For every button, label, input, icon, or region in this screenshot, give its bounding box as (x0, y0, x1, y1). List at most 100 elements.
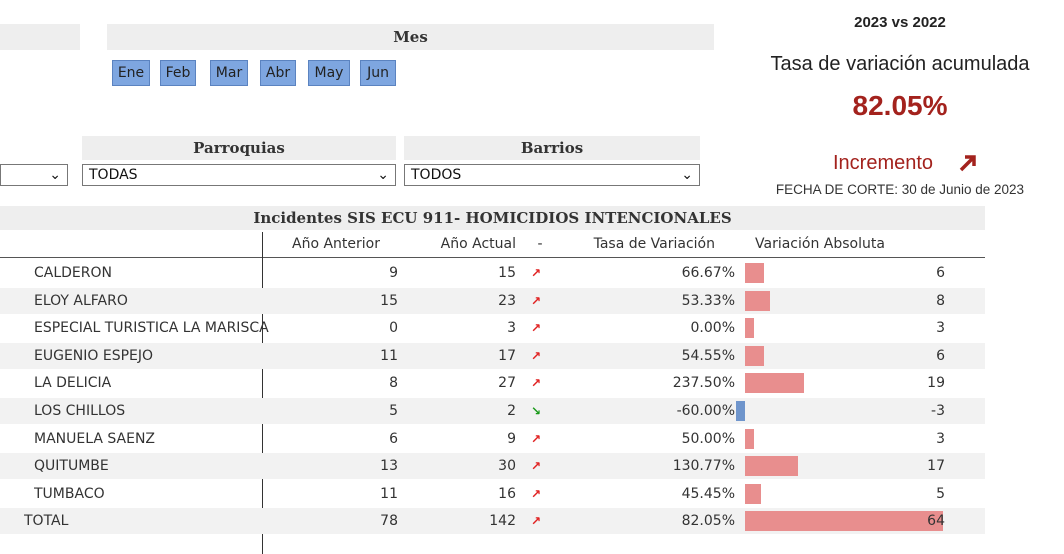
curr-value: 16 (498, 485, 516, 502)
curr-value: 142 (489, 513, 516, 530)
curr-value: 3 (507, 320, 516, 337)
rate-value: 66.67% (681, 265, 735, 281)
row-name: ESPECIAL TURISTICA LA MARISCAL (34, 320, 270, 337)
column-header: Año Actual (440, 236, 516, 252)
prev-value: 0 (389, 320, 398, 337)
abs-bar (745, 290, 770, 311)
prev-value: 9 (389, 265, 398, 281)
curr-value: 15 (498, 265, 516, 281)
row-name: TOTAL (24, 513, 69, 530)
row-bg (0, 342, 985, 369)
summary-value: 82.05% (852, 90, 948, 121)
trend-icon: ↗ (531, 266, 542, 280)
abs-value: 3 (936, 430, 945, 447)
curr-value: 23 (498, 292, 516, 309)
rate-value: 82.05% (681, 513, 735, 530)
row-name: EUGENIO ESPEJO (34, 347, 154, 364)
prev-value: 15 (380, 292, 398, 309)
cutoff-date: FECHA DE CORTE: 30 de Junio de 2023 (775, 182, 1025, 197)
table-title: Incidentes SIS ECU 911- HOMICIDIOS INTEN… (0, 206, 985, 230)
trend-icon: ↘ (531, 404, 542, 418)
abs-bar (745, 373, 804, 394)
row-bg (0, 453, 985, 480)
prev-value: 78 (380, 513, 398, 530)
curr-value: 17 (498, 347, 516, 364)
column-header: Año Anterior (292, 236, 380, 252)
trend-icon: ↗ (531, 486, 542, 501)
row-name: CALDERON (34, 265, 112, 281)
month-button[interactable]: May (308, 60, 350, 86)
month-button[interactable]: Jun (360, 60, 396, 86)
prev-value: 11 (380, 485, 398, 502)
rate-value: 237.50% (672, 375, 735, 392)
prev-value: 13 (380, 458, 398, 475)
row-name: QUITUMBE (34, 458, 109, 475)
column-header: Variación Absoluta (755, 236, 885, 252)
abs-bar (745, 456, 798, 477)
trend-icon: ↗ (531, 348, 542, 363)
row-bg (0, 398, 985, 424)
rate-value: 53.33% (681, 292, 735, 309)
abs-value: 3 (936, 320, 945, 337)
rate-value: 130.77% (672, 458, 735, 475)
abs-value: 17 (927, 458, 945, 475)
trend-icon: ↗ (531, 376, 542, 391)
comparison: 2023 vs 2022 (854, 14, 946, 31)
barrios-value: TODOS (411, 167, 462, 183)
prev-value: 11 (380, 347, 398, 364)
column-header: - (537, 236, 543, 252)
column-header: Tasa de Variación (593, 236, 715, 252)
abs-bar (745, 318, 755, 339)
filter-select[interactable]: ⌄ (0, 164, 68, 186)
curr-value: 2 (507, 403, 516, 419)
prev-value: 6 (389, 430, 398, 447)
filter-header (0, 24, 80, 50)
abs-bar (745, 263, 764, 283)
trend-icon: ↗ (531, 321, 542, 336)
abs-value: 6 (936, 265, 945, 281)
trend-icon: ↗ (531, 459, 542, 474)
row-name: LA DELICIA (34, 375, 112, 392)
parroquias-label: Parroquias (82, 136, 396, 160)
row-name: MANUELA SAENZ (34, 430, 156, 447)
header-rule (0, 257, 985, 258)
month-button[interactable]: Mar (210, 60, 248, 86)
abs-bar (745, 483, 761, 504)
rate-value: -60.00% (676, 403, 735, 419)
summary-label: Tasa de variación acumulada (770, 53, 1030, 75)
curr-value: 30 (498, 458, 516, 475)
barrios-label: Barrios (404, 136, 700, 160)
abs-bar (735, 401, 745, 421)
curr-value: 9 (507, 430, 516, 447)
rate-value: 0.00% (690, 320, 735, 337)
abs-value: -3 (931, 403, 945, 419)
month-header: Mes (107, 24, 714, 50)
rate-value: 45.45% (681, 485, 735, 502)
rate-value: 54.55% (681, 347, 735, 364)
month-button[interactable]: Abr (260, 60, 296, 86)
row-bg (0, 287, 985, 314)
row-name: LOS CHILLOS (34, 403, 126, 419)
column-rule (262, 232, 263, 554)
month-button[interactable]: Ene (112, 60, 150, 86)
parroquias-select[interactable]: TODAS ⌄ (82, 164, 396, 186)
abs-bar (745, 511, 944, 532)
abs-value: 19 (927, 375, 945, 392)
trend: Incremento (833, 152, 934, 174)
rate-value: 50.00% (681, 430, 735, 447)
barrios-select[interactable]: TODOS ⌄ (404, 164, 700, 186)
abs-value: 64 (927, 513, 945, 530)
abs-bar (745, 345, 764, 366)
abs-value: 6 (936, 347, 945, 364)
prev-value: 8 (389, 375, 398, 392)
trend-icon: ↗ (531, 514, 542, 529)
parroquias-value: TODAS (89, 167, 138, 183)
prev-value: 5 (389, 403, 398, 419)
trend-icon: ↗ (531, 431, 542, 446)
abs-bar (745, 428, 755, 449)
row-name: ELOY ALFARO (34, 292, 128, 309)
month-button[interactable]: Feb (160, 60, 196, 86)
abs-value: 8 (936, 292, 945, 309)
abs-value: 5 (936, 485, 945, 502)
